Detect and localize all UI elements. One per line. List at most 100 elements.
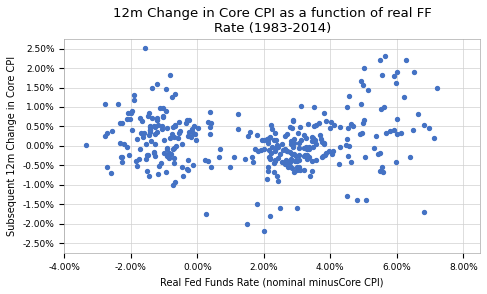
Point <box>160 138 168 142</box>
Point <box>254 132 262 137</box>
Point <box>271 158 279 163</box>
Point <box>294 131 302 136</box>
Point <box>184 157 191 162</box>
Point <box>167 136 174 140</box>
Point <box>290 140 298 145</box>
Point <box>410 70 417 74</box>
Point <box>274 145 282 149</box>
Point <box>282 157 290 162</box>
Point <box>278 160 286 164</box>
Point <box>225 165 233 170</box>
Point <box>288 151 296 156</box>
Point <box>291 159 299 163</box>
Point <box>151 153 159 158</box>
Point <box>265 155 273 160</box>
Point <box>150 124 158 128</box>
Point <box>380 105 388 110</box>
Point <box>273 173 281 178</box>
Point <box>312 158 320 163</box>
Point <box>145 133 153 137</box>
Point <box>151 132 159 137</box>
Point <box>118 154 126 159</box>
Point <box>293 158 301 163</box>
Point <box>145 173 152 178</box>
Point <box>305 144 313 149</box>
Point <box>300 154 308 158</box>
Point <box>135 156 143 161</box>
Point <box>163 154 170 158</box>
Point <box>142 156 150 161</box>
Point <box>309 144 317 149</box>
Point <box>358 82 366 87</box>
Point <box>356 131 364 136</box>
Point <box>153 130 161 134</box>
Point <box>377 106 385 111</box>
Point <box>136 147 144 151</box>
Point <box>159 114 167 119</box>
Point <box>153 116 161 121</box>
Point <box>159 106 167 111</box>
Point <box>204 158 212 163</box>
Point <box>392 81 399 85</box>
Point <box>287 157 295 162</box>
Point <box>171 124 179 128</box>
Point <box>260 147 267 152</box>
Point <box>295 146 302 150</box>
Point <box>150 150 158 154</box>
Point <box>268 127 276 131</box>
Point <box>281 133 289 138</box>
Point <box>169 147 177 152</box>
Point <box>262 137 270 141</box>
Point <box>342 143 350 147</box>
Point <box>382 131 390 136</box>
Point <box>244 221 251 226</box>
Point <box>320 111 328 116</box>
Point <box>328 152 336 157</box>
Point <box>375 152 382 156</box>
Point <box>170 161 178 166</box>
Point <box>230 154 238 159</box>
Point <box>295 153 303 158</box>
Point <box>278 141 286 146</box>
Point <box>166 151 173 156</box>
Point <box>156 105 164 110</box>
Point <box>343 194 351 199</box>
Point <box>414 111 422 116</box>
Point <box>188 127 196 131</box>
Point <box>357 102 365 106</box>
Point <box>293 165 300 169</box>
Point <box>296 125 304 130</box>
Point <box>327 119 335 124</box>
Point <box>287 142 295 146</box>
Point <box>183 166 191 171</box>
Point <box>360 66 368 70</box>
Point <box>286 160 294 164</box>
Point <box>282 158 290 163</box>
Title: 12m Change in Core CPI as a function of real FF
Rate (1983-2014): 12m Change in Core CPI as a function of … <box>113 7 431 35</box>
Point <box>318 137 325 142</box>
Point <box>321 153 329 157</box>
Point <box>176 129 184 133</box>
Point <box>165 156 173 161</box>
Point <box>162 86 170 91</box>
Point <box>169 183 177 188</box>
Point <box>131 98 138 102</box>
Point <box>128 108 136 113</box>
Point <box>146 130 154 135</box>
Point <box>163 146 171 151</box>
Point <box>345 144 353 149</box>
Point <box>101 102 109 106</box>
Point <box>126 116 133 121</box>
Point <box>145 110 153 115</box>
Point <box>201 158 208 162</box>
Point <box>283 132 291 136</box>
Point <box>246 130 254 134</box>
Point <box>271 161 279 166</box>
Point <box>291 170 299 175</box>
Point <box>241 157 249 162</box>
Point <box>293 206 301 211</box>
Point <box>127 111 135 115</box>
Point <box>390 128 398 132</box>
Point <box>345 93 353 98</box>
Point <box>303 147 311 151</box>
